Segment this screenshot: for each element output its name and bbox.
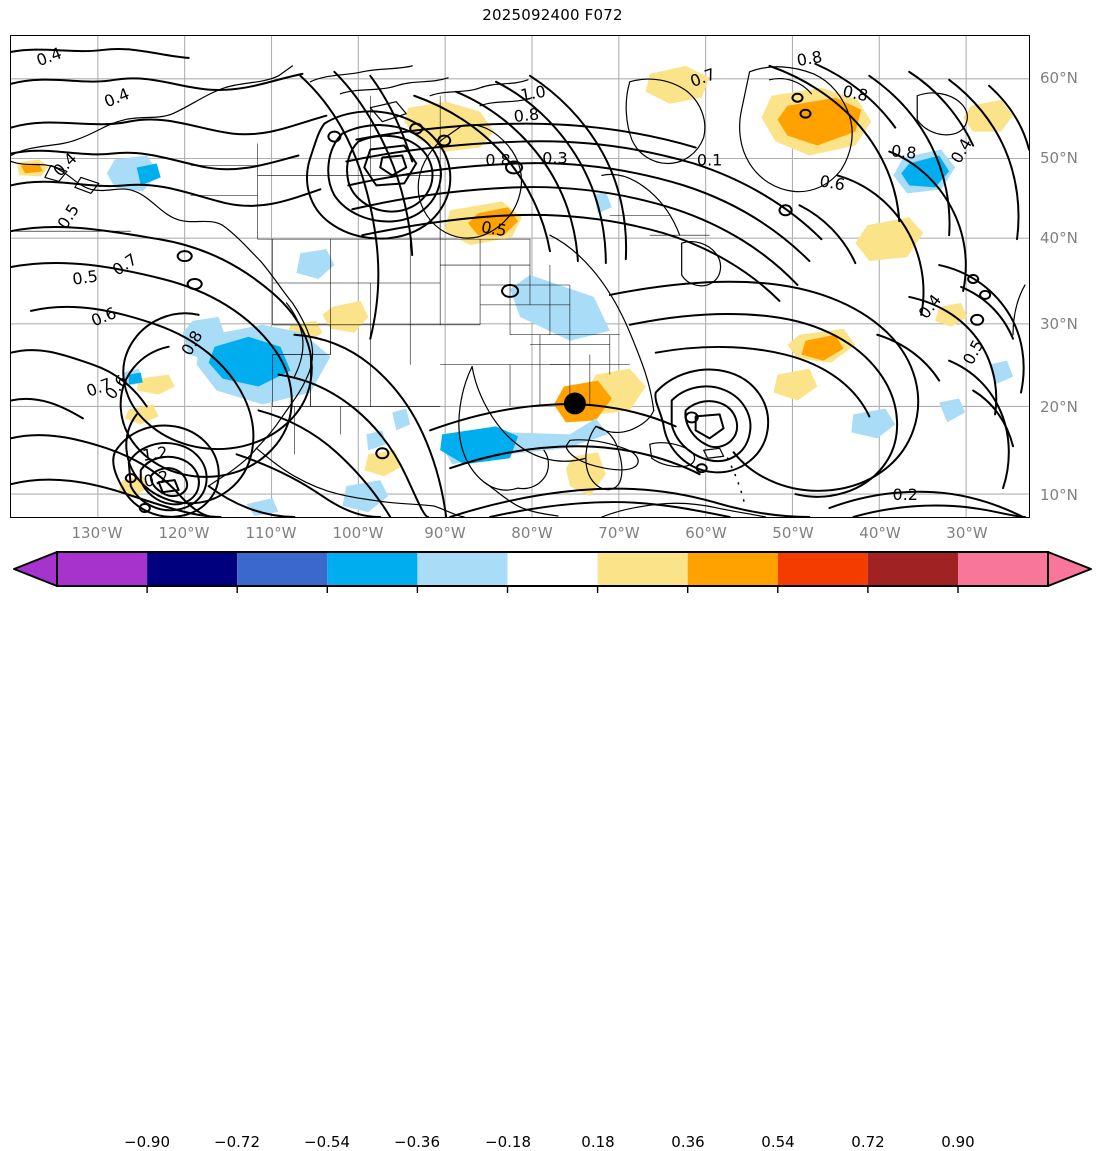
colorbar-tick-label: 0.36 [671,1133,705,1151]
colorbar: −0.90 −0.72 −0.54 −0.36 −0.18 0.18 0.36 … [0,548,1105,1151]
contour-label: 0.5 [480,217,508,240]
lon-tick-130w: 130°W [71,524,123,542]
coastlines [11,65,1026,517]
contour-label: 0.6 [818,171,846,194]
colorbar-tick-label: −0.72 [214,1133,260,1151]
lon-tick-80w: 80°W [511,524,553,542]
contour-label: 0.8 [890,141,917,163]
figure-root: 2025092400 F072 [0,6,1105,1151]
contour-label: 0.7 [109,250,141,280]
lat-tick-20n: 20°N [1040,398,1078,416]
contour-label: 0.8 [485,150,510,169]
lon-tick-70w: 70°W [598,524,640,542]
storm-center-marker [563,392,586,415]
lon-tick-110w: 110°W [245,524,297,542]
contour-label: 0.4 [947,135,976,166]
contour-label: 0.4 [101,84,132,111]
colorbar-ticks [146,586,959,593]
lon-tick-30w: 30°W [946,524,988,542]
colorbar-tick-label: −0.90 [124,1133,170,1151]
lon-tick-90w: 90°W [424,524,466,542]
contour-label: 0.1 [697,150,722,169]
contour-label: 0.4 [34,43,64,69]
contour-label: 0.2 [142,467,171,492]
lat-tick-60n: 60°N [1040,69,1078,87]
contour-lines [11,48,1029,517]
lat-tick-40n: 40°N [1040,229,1078,247]
contour-label: 1.2 [141,443,169,465]
colorbar-segments [57,552,1048,586]
colorbar-tick-label: 0.90 [941,1133,975,1151]
colorbar-extend-low [13,551,58,587]
colorbar-extend-high [1047,551,1092,587]
contour-label: 0.3 [542,148,567,167]
lat-tick-10n: 10°N [1040,486,1078,504]
lat-tick-30n: 30°N [1040,315,1078,333]
contour-label: 0.2 [893,485,918,504]
colorbar-tick-label: −0.36 [394,1133,440,1151]
colorbar-tick-label: 0.18 [581,1133,615,1151]
colorbar-svg [13,551,1092,593]
colorbar-outline [56,551,1049,587]
map-canvas: 0.4 0.4 0.4 0.5 0.5 0.7 0.6 0.6 0.7 0.8 … [11,36,1029,517]
lon-tick-40w: 40°W [859,524,901,542]
contour-label: 0.8 [513,104,540,126]
contour-label: 0.8 [795,47,823,70]
contour-label: 0.6 [88,303,119,330]
contour-label: 0.7 [688,64,718,90]
colorbar-tick-label: 0.54 [761,1133,795,1151]
contour-label: 1.0 [519,82,547,105]
colorbar-tick-label: 0.72 [851,1133,885,1151]
contour-label: 0.8 [841,81,870,105]
contour-label: 0.5 [71,266,99,288]
colorbar-tick-label: −0.54 [304,1133,350,1151]
lon-tick-120w: 120°W [158,524,210,542]
colorbar-tick-label: −0.18 [485,1133,531,1151]
map-plot-area: 0.4 0.4 0.4 0.5 0.5 0.7 0.6 0.6 0.7 0.8 … [10,35,1030,518]
lat-tick-50n: 50°N [1040,149,1078,167]
lon-tick-50w: 50°W [772,524,814,542]
chart-title: 2025092400 F072 [482,6,623,24]
lon-tick-60w: 60°W [685,524,727,542]
contour-label: 0.5 [959,336,988,367]
lon-tick-100w: 100°W [332,524,384,542]
